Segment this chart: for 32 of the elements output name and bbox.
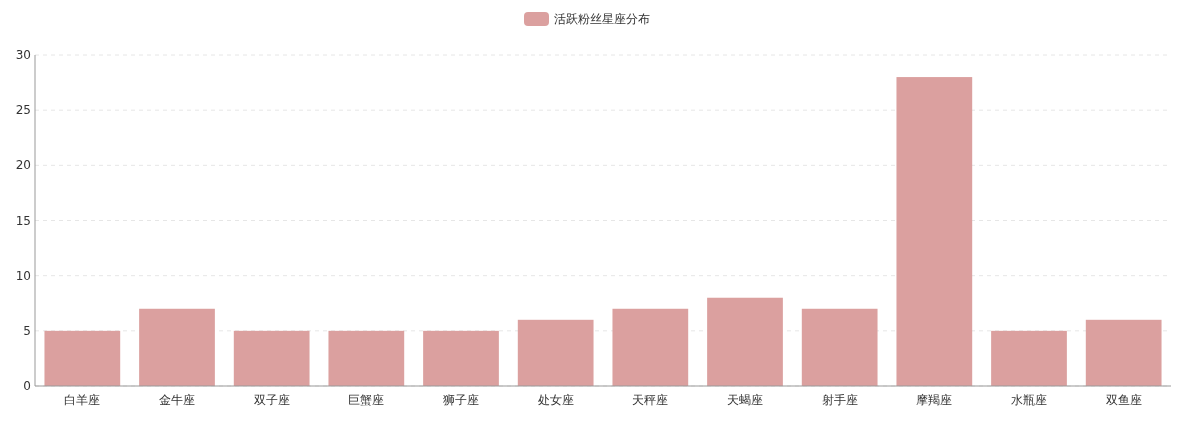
x-tick-label: 巨蟹座 xyxy=(348,393,385,407)
x-tick-label: 摩羯座 xyxy=(916,393,953,407)
bar xyxy=(233,330,310,386)
bar xyxy=(707,297,783,386)
y-tick-label: 5 xyxy=(23,323,31,338)
y-tick-label: 15 xyxy=(15,213,31,228)
bar xyxy=(139,308,215,386)
x-tick-label: 狮子座 xyxy=(443,393,479,407)
bar xyxy=(612,308,689,386)
bar xyxy=(801,308,878,386)
x-tick-label: 处女座 xyxy=(537,393,574,407)
x-tick-label: 射手座 xyxy=(821,393,858,407)
y-tick-label: 10 xyxy=(15,268,31,283)
x-tick-label: 水瓶座 xyxy=(1011,393,1047,407)
bar xyxy=(328,330,405,386)
x-tick-label: 双鱼座 xyxy=(1105,393,1142,407)
y-tick-label: 25 xyxy=(15,103,31,118)
y-tick-label: 30 xyxy=(15,48,31,62)
x-tick-label: 天蝎座 xyxy=(727,393,763,407)
x-tick-label: 双子座 xyxy=(253,393,290,407)
bar xyxy=(1085,319,1162,386)
y-tick-label: 0 xyxy=(23,379,31,393)
bar xyxy=(44,330,121,386)
legend-label: 活跃粉丝星座分布 xyxy=(554,12,650,26)
y-tick-label: 20 xyxy=(15,158,31,173)
bar xyxy=(991,330,1067,386)
bar xyxy=(517,319,594,386)
x-tick-label: 金牛座 xyxy=(159,393,195,407)
bar xyxy=(423,330,499,386)
x-tick-label: 白羊座 xyxy=(64,393,101,407)
bar xyxy=(896,77,973,386)
x-tick-label: 天秤座 xyxy=(632,393,669,407)
